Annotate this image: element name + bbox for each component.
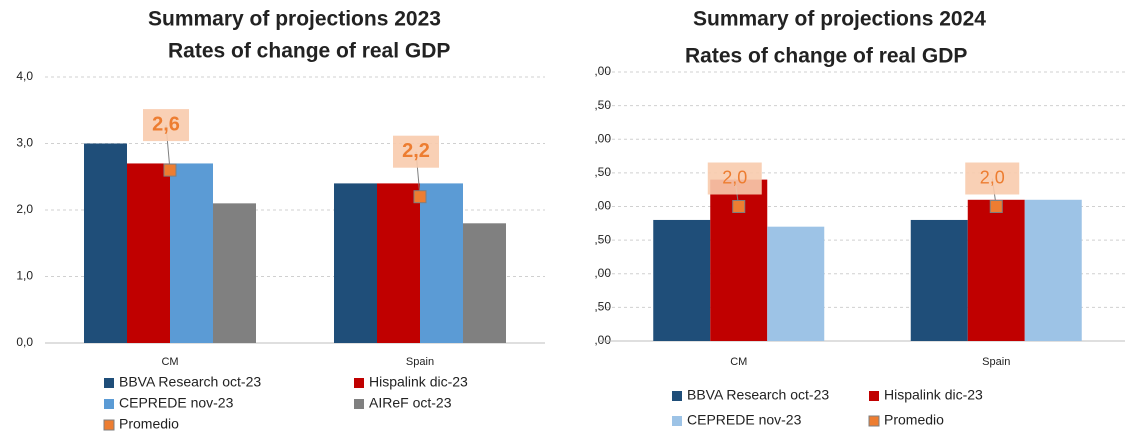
value-label-box [393,135,439,168]
bar [463,223,506,343]
legend-swatch [354,378,364,388]
bar [170,163,213,343]
legend-swatch [672,391,682,401]
x-tick-label: CM [730,356,747,368]
bar [653,219,711,341]
legend-swatch [672,416,682,426]
y-tick-label: ,50 [594,165,611,179]
chart-subtitle: Rates of change of real GDP [168,40,450,63]
legend-label: BBVA Research oct-23 [119,374,261,390]
y-tick-label: ,50 [594,232,611,246]
y-tick-label: ,00 [594,131,611,145]
bar [377,183,420,343]
bar [213,203,256,343]
bar [334,183,377,343]
legend-swatch [103,419,115,431]
y-tick-label: ,50 [594,300,611,314]
value-label-box [143,109,189,142]
y-tick-label: 1,0 [16,269,33,283]
bar [910,219,968,341]
legend-swatch [104,378,114,388]
legend-label: Hispalink dic-23 [884,387,983,403]
y-tick-label: ,00 [594,199,611,213]
marker [732,200,746,213]
y-tick-label: ,50 [594,98,611,112]
y-tick-label: ,00 [594,64,611,78]
value-label: 2,0 [980,167,1005,187]
chart-subtitle: Rates of change of real GDP [685,45,967,68]
legend-swatch [104,399,114,409]
legend-swatch [868,415,880,427]
y-tick-label: 0,0 [16,335,33,349]
marker [413,190,427,204]
x-tick-label: CM [161,356,178,368]
legend-label: AIReF oct-23 [369,395,452,411]
y-tick-label: 4,0 [16,69,33,83]
value-label: 2,2 [402,140,430,162]
legend-swatch [869,391,879,401]
legend-label: CEPREDE nov-23 [119,395,234,411]
chart-title: Summary of projections 2023 [148,8,441,31]
legend-swatch [354,399,364,409]
legend-label: Promedio [119,416,179,432]
bar [84,143,127,343]
y-tick-label: ,00 [594,333,611,347]
value-label-box [965,162,1020,195]
x-tick-label: Spain [982,356,1010,368]
bar [967,199,1025,341]
marker [163,163,177,177]
bar [1024,199,1082,341]
value-label-box [707,162,762,195]
bar [420,183,463,343]
y-tick-label: ,00 [594,266,611,280]
bar [127,163,170,343]
legend-label: CEPREDE nov-23 [687,412,802,428]
x-tick-label: Spain [406,356,434,368]
legend-label: Promedio [884,412,944,428]
value-label: 2,0 [722,167,747,187]
y-tick-label: 2,0 [16,202,33,216]
legend-label: BBVA Research oct-23 [687,387,829,403]
legend-label: Hispalink dic-23 [369,374,468,390]
bar [767,226,825,341]
marker [989,200,1003,213]
value-label: 2,6 [152,113,180,135]
y-tick-label: 3,0 [16,136,33,150]
chart-title: Summary of projections 2024 [693,8,986,31]
